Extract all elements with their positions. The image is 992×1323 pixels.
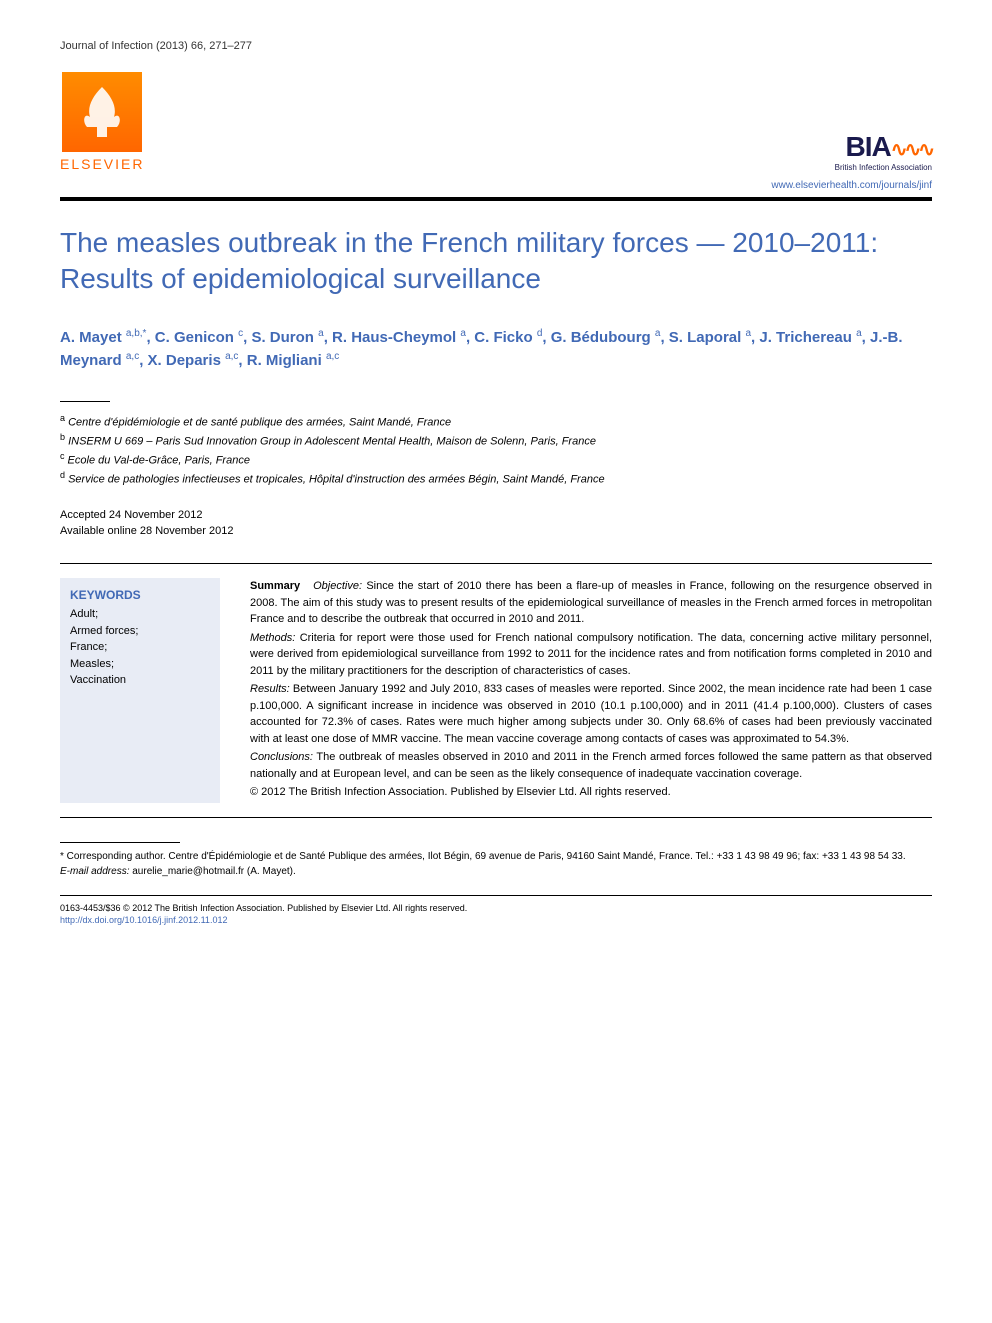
abstract-results: Results: Between January 1992 and July 2… xyxy=(250,681,932,747)
affiliation-divider xyxy=(60,401,110,402)
accepted-date: Accepted 24 November 2012 xyxy=(60,508,932,523)
affiliations: a Centre d'épidémiologie et de santé pub… xyxy=(60,412,932,489)
bia-subtitle: British Infection Association xyxy=(835,163,932,172)
online-date: Available online 28 November 2012 xyxy=(60,524,932,539)
bia-logo: BIA∿∿∿ British Infection Association xyxy=(835,131,932,172)
footnote-divider xyxy=(60,842,180,843)
copyright-line: 0163-4453/$36 © 2012 The British Infecti… xyxy=(60,902,932,915)
abstract-text: Summary Objective: Since the start of 20… xyxy=(250,578,932,803)
footnotes: * Corresponding author. Centre d'Épidémi… xyxy=(60,849,932,879)
keywords-heading: KEYWORDS xyxy=(70,588,210,602)
publication-dates: Accepted 24 November 2012 Available onli… xyxy=(60,508,932,539)
journal-citation: Journal of Infection (2013) 66, 271–277 xyxy=(60,40,932,52)
abstract-objective: Summary Objective: Since the start of 20… xyxy=(250,578,932,628)
corresponding-author: * Corresponding author. Centre d'Épidémi… xyxy=(60,849,932,864)
elsevier-logo: ELSEVIER xyxy=(60,72,144,172)
doi-link[interactable]: http://dx.doi.org/10.1016/j.jinf.2012.11… xyxy=(60,914,932,927)
logos-row: ELSEVIER BIA∿∿∿ British Infection Associ… xyxy=(60,72,932,172)
abstract-conclusions: Conclusions: The outbreak of measles obs… xyxy=(250,749,932,782)
email-line: E-mail address: aurelie_marie@hotmail.fr… xyxy=(60,864,932,879)
abstract-container: KEYWORDS Adult;Armed forces;France;Measl… xyxy=(60,563,932,818)
bia-wordmark: BIA∿∿∿ xyxy=(835,131,932,163)
copyright-block: 0163-4453/$36 © 2012 The British Infecti… xyxy=(60,902,932,927)
keywords-list: Adult;Armed forces;France;Measles;Vaccin… xyxy=(70,606,210,689)
bottom-divider xyxy=(60,895,932,896)
bia-wave-icon: ∿∿∿ xyxy=(891,139,932,161)
title-divider xyxy=(60,197,932,201)
journal-url[interactable]: www.elsevierhealth.com/journals/jinf xyxy=(60,180,932,191)
article-title: The measles outbreak in the French milit… xyxy=(60,225,932,298)
elsevier-tree-icon xyxy=(62,72,142,152)
abstract-methods: Methods: Criteria for report were those … xyxy=(250,630,932,680)
abstract-copyright: © 2012 The British Infection Association… xyxy=(250,784,932,801)
elsevier-wordmark: ELSEVIER xyxy=(60,156,144,172)
authors-list: A. Mayet a,b,*, C. Genicon c, S. Duron a… xyxy=(60,326,932,373)
keywords-panel: KEYWORDS Adult;Armed forces;France;Measl… xyxy=(60,578,220,803)
